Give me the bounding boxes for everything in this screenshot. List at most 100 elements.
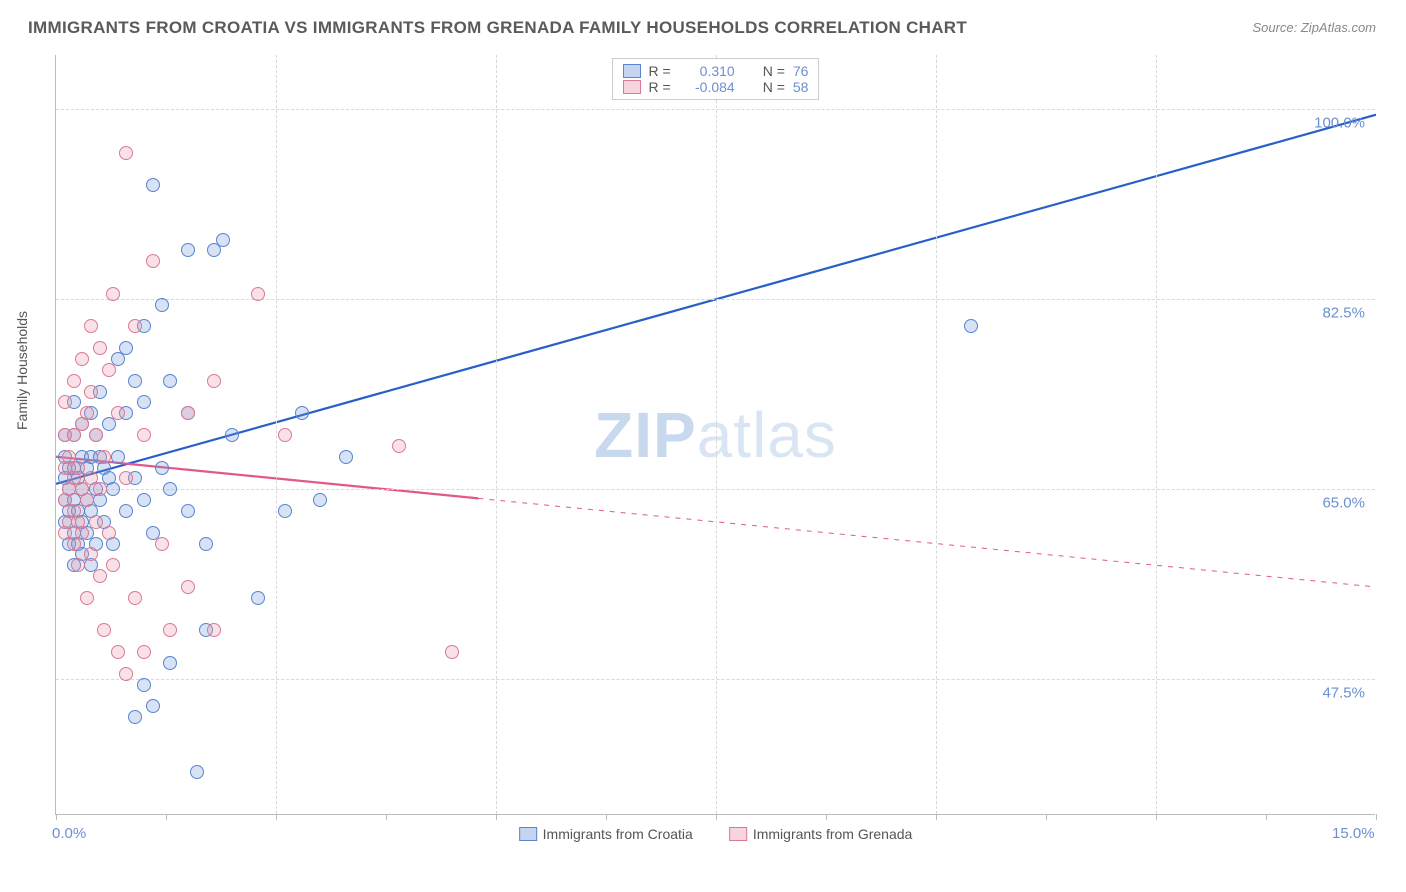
legend-series: Immigrants from Croatia Immigrants from … [519, 826, 913, 842]
scatter-point [155, 537, 169, 551]
y-tick-label: 65.0% [1322, 495, 1365, 512]
legend-label-1: Immigrants from Grenada [753, 826, 913, 842]
scatter-point [93, 341, 107, 355]
scatter-point [190, 765, 204, 779]
scatter-point [80, 406, 94, 420]
x-tick-label: 0.0% [52, 825, 86, 842]
scatter-point [163, 482, 177, 496]
x-tick-label: 15.0% [1332, 825, 1375, 842]
scatter-point [128, 710, 142, 724]
scatter-point [84, 385, 98, 399]
scatter-point [199, 537, 213, 551]
scatter-point [251, 287, 265, 301]
scatter-point [146, 254, 160, 268]
x-tick [386, 814, 387, 820]
watermark-zip: ZIP [594, 399, 697, 471]
scatter-point [71, 461, 85, 475]
n-value-0: 76 [793, 63, 809, 79]
x-tick [276, 814, 277, 820]
x-tick [716, 814, 717, 820]
scatter-point [128, 591, 142, 605]
x-tick [1266, 814, 1267, 820]
y-tick-label: 47.5% [1322, 685, 1365, 702]
swatch-pink-icon [729, 827, 747, 841]
scatter-point [137, 395, 151, 409]
chart-title: IMMIGRANTS FROM CROATIA VS IMMIGRANTS FR… [28, 18, 967, 38]
scatter-point [339, 450, 353, 464]
scatter-point [119, 146, 133, 160]
scatter-point [128, 319, 142, 333]
scatter-point [163, 623, 177, 637]
x-tick [936, 814, 937, 820]
yaxis-title: Family Households [14, 311, 30, 430]
scatter-point [106, 558, 120, 572]
scatter-point [181, 406, 195, 420]
swatch-blue-icon [623, 64, 641, 78]
x-tick [1046, 814, 1047, 820]
watermark-atlas: atlas [697, 399, 837, 471]
swatch-pink-icon [623, 80, 641, 94]
n-label: N = [763, 63, 785, 79]
scatter-point [392, 439, 406, 453]
x-tick [496, 814, 497, 820]
scatter-point [84, 319, 98, 333]
scatter-point [445, 645, 459, 659]
x-tick [56, 814, 57, 820]
scatter-point [225, 428, 239, 442]
r-label: R = [649, 79, 671, 95]
x-tick [826, 814, 827, 820]
vgridline [936, 55, 937, 814]
scatter-point [313, 493, 327, 507]
scatter-point [278, 504, 292, 518]
scatter-point [137, 645, 151, 659]
chart-plot-area: ZIPatlas R = 0.310 N = 76 R = -0.084 N =… [55, 55, 1375, 815]
swatch-blue-icon [519, 827, 537, 841]
scatter-point [102, 526, 116, 540]
scatter-point [207, 374, 221, 388]
scatter-point [106, 482, 120, 496]
y-tick-label: 100.0% [1314, 115, 1365, 132]
legend-item-1: Immigrants from Grenada [729, 826, 913, 842]
scatter-point [89, 515, 103, 529]
scatter-point [216, 233, 230, 247]
scatter-point [155, 298, 169, 312]
scatter-point [80, 493, 94, 507]
scatter-point [181, 580, 195, 594]
x-tick [606, 814, 607, 820]
scatter-point [75, 526, 89, 540]
scatter-point [58, 395, 72, 409]
source-label: Source: ZipAtlas.com [1252, 20, 1376, 35]
legend-stats: R = 0.310 N = 76 R = -0.084 N = 58 [612, 58, 820, 100]
scatter-point [207, 623, 221, 637]
vgridline [716, 55, 717, 814]
scatter-point [97, 623, 111, 637]
scatter-point [119, 341, 133, 355]
scatter-point [128, 374, 142, 388]
scatter-point [111, 645, 125, 659]
scatter-point [67, 374, 81, 388]
scatter-point [93, 569, 107, 583]
scatter-point [106, 287, 120, 301]
legend-stats-row-0: R = 0.310 N = 76 [623, 63, 809, 79]
scatter-point [181, 504, 195, 518]
scatter-point [71, 558, 85, 572]
scatter-point [163, 374, 177, 388]
vgridline [1156, 55, 1157, 814]
scatter-point [295, 406, 309, 420]
r-label: R = [649, 63, 671, 79]
scatter-point [93, 482, 107, 496]
scatter-point [97, 450, 111, 464]
scatter-point [155, 461, 169, 475]
scatter-point [251, 591, 265, 605]
scatter-point [119, 471, 133, 485]
x-tick [1376, 814, 1377, 820]
scatter-point [181, 243, 195, 257]
scatter-point [137, 493, 151, 507]
legend-item-0: Immigrants from Croatia [519, 826, 693, 842]
scatter-point [137, 678, 151, 692]
scatter-point [146, 699, 160, 713]
legend-label-0: Immigrants from Croatia [543, 826, 693, 842]
n-label: N = [763, 79, 785, 95]
vgridline [496, 55, 497, 814]
trend-line-dashed [478, 498, 1376, 587]
